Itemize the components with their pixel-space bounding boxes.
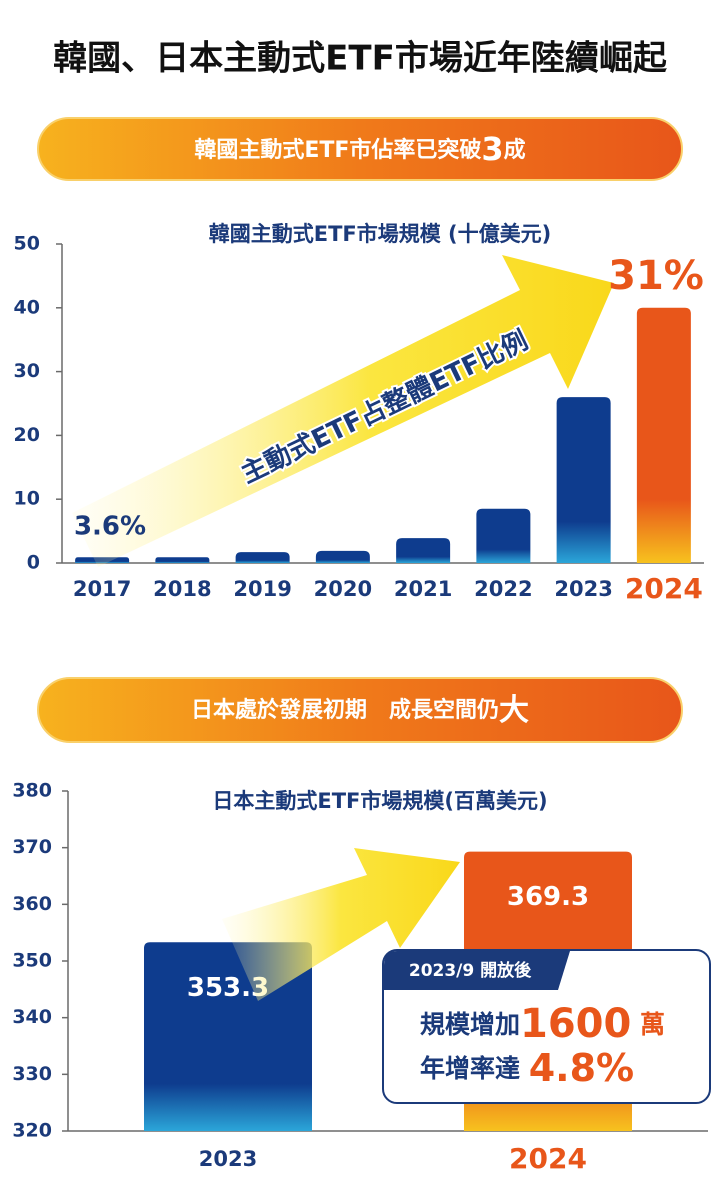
x-tick-label: 2024 — [509, 1142, 587, 1175]
callout-line: 規模增加1600 萬 — [420, 1001, 665, 1047]
y-tick-label: 10 — [14, 488, 40, 510]
bar — [476, 508, 531, 563]
annotation: 3.6% — [74, 512, 146, 542]
chart-title: 韓國主動式ETF市場規模 (十億美元) — [209, 222, 552, 246]
banner-part: 大 — [499, 693, 529, 728]
callout-text: 萬 — [631, 1010, 665, 1039]
x-tick-label: 2019 — [233, 577, 291, 601]
x-tick-label: 2023 — [554, 577, 612, 601]
callout-text: 年增率達 — [420, 1054, 529, 1083]
banner — [37, 117, 683, 181]
bar — [556, 397, 611, 563]
bar — [636, 307, 691, 563]
banner-part: 韓國主動式ETF市佔率已突破 — [194, 137, 481, 163]
y-tick-label: 340 — [12, 1006, 52, 1028]
banner-part: 日本處於發展初期 成長空間仍 — [191, 697, 499, 723]
banner-text: 日本處於發展初期 成長空間仍大 — [191, 693, 529, 728]
callout-tab-text: 2023/9 開放後 — [409, 960, 532, 981]
y-tick-label: 50 — [14, 233, 40, 255]
banner — [37, 677, 683, 743]
arrow-label: 主動式ETF占整體ETF比例 — [236, 325, 533, 490]
x-tick-label: 2024 — [625, 572, 703, 605]
y-tick-label: 20 — [14, 424, 40, 446]
x-tick-label: 2018 — [153, 577, 211, 601]
arrow — [72, 255, 614, 567]
x-tick-label: 2023 — [199, 1147, 257, 1171]
chart-title: 日本主動式ETF市場規模(百萬美元) — [212, 789, 547, 813]
arrow — [222, 848, 460, 1001]
callout-line: 年增率達 4.8% — [420, 1046, 634, 1090]
y-tick-label: 360 — [12, 893, 52, 915]
banner-part: 成 — [504, 138, 526, 163]
banner-text: 韓國主動式ETF市佔率已突破3成 — [194, 130, 525, 168]
page-title: 韓國、日本主動式ETF市場近年陸續崛起 — [53, 39, 668, 79]
chart-plot: 0 10 20 30 40 50 2017 2018 2019 2020 2021 2022 2023 2… — [14, 233, 704, 605]
y-tick-label: 40 — [14, 296, 40, 318]
x-tick-label: 2022 — [474, 577, 532, 601]
callout-tab — [384, 951, 570, 990]
bar — [315, 550, 370, 563]
y-tick-label: 30 — [14, 360, 40, 382]
y-tick-label: 370 — [12, 836, 52, 858]
callout-text: 規模增加 — [420, 1010, 520, 1039]
y-tick-label: 380 — [12, 780, 52, 802]
callout-number: 1600 — [520, 1001, 631, 1047]
value-label: 369.3 — [507, 882, 589, 912]
x-tick-label: 2021 — [394, 577, 452, 601]
y-tick-label: 330 — [12, 1063, 52, 1085]
x-tick-label: 2017 — [73, 577, 131, 601]
banner-part: 3 — [481, 130, 503, 168]
callout-number: 4.8% — [529, 1046, 634, 1090]
bar — [155, 557, 210, 563]
x-tick-label: 2020 — [314, 577, 372, 601]
bar — [396, 538, 451, 563]
bar — [235, 552, 290, 563]
y-tick-label: 350 — [12, 950, 52, 972]
annotation: 31% — [608, 253, 704, 299]
y-tick-label: 0 — [27, 552, 40, 574]
y-tick-label: 320 — [12, 1120, 52, 1142]
